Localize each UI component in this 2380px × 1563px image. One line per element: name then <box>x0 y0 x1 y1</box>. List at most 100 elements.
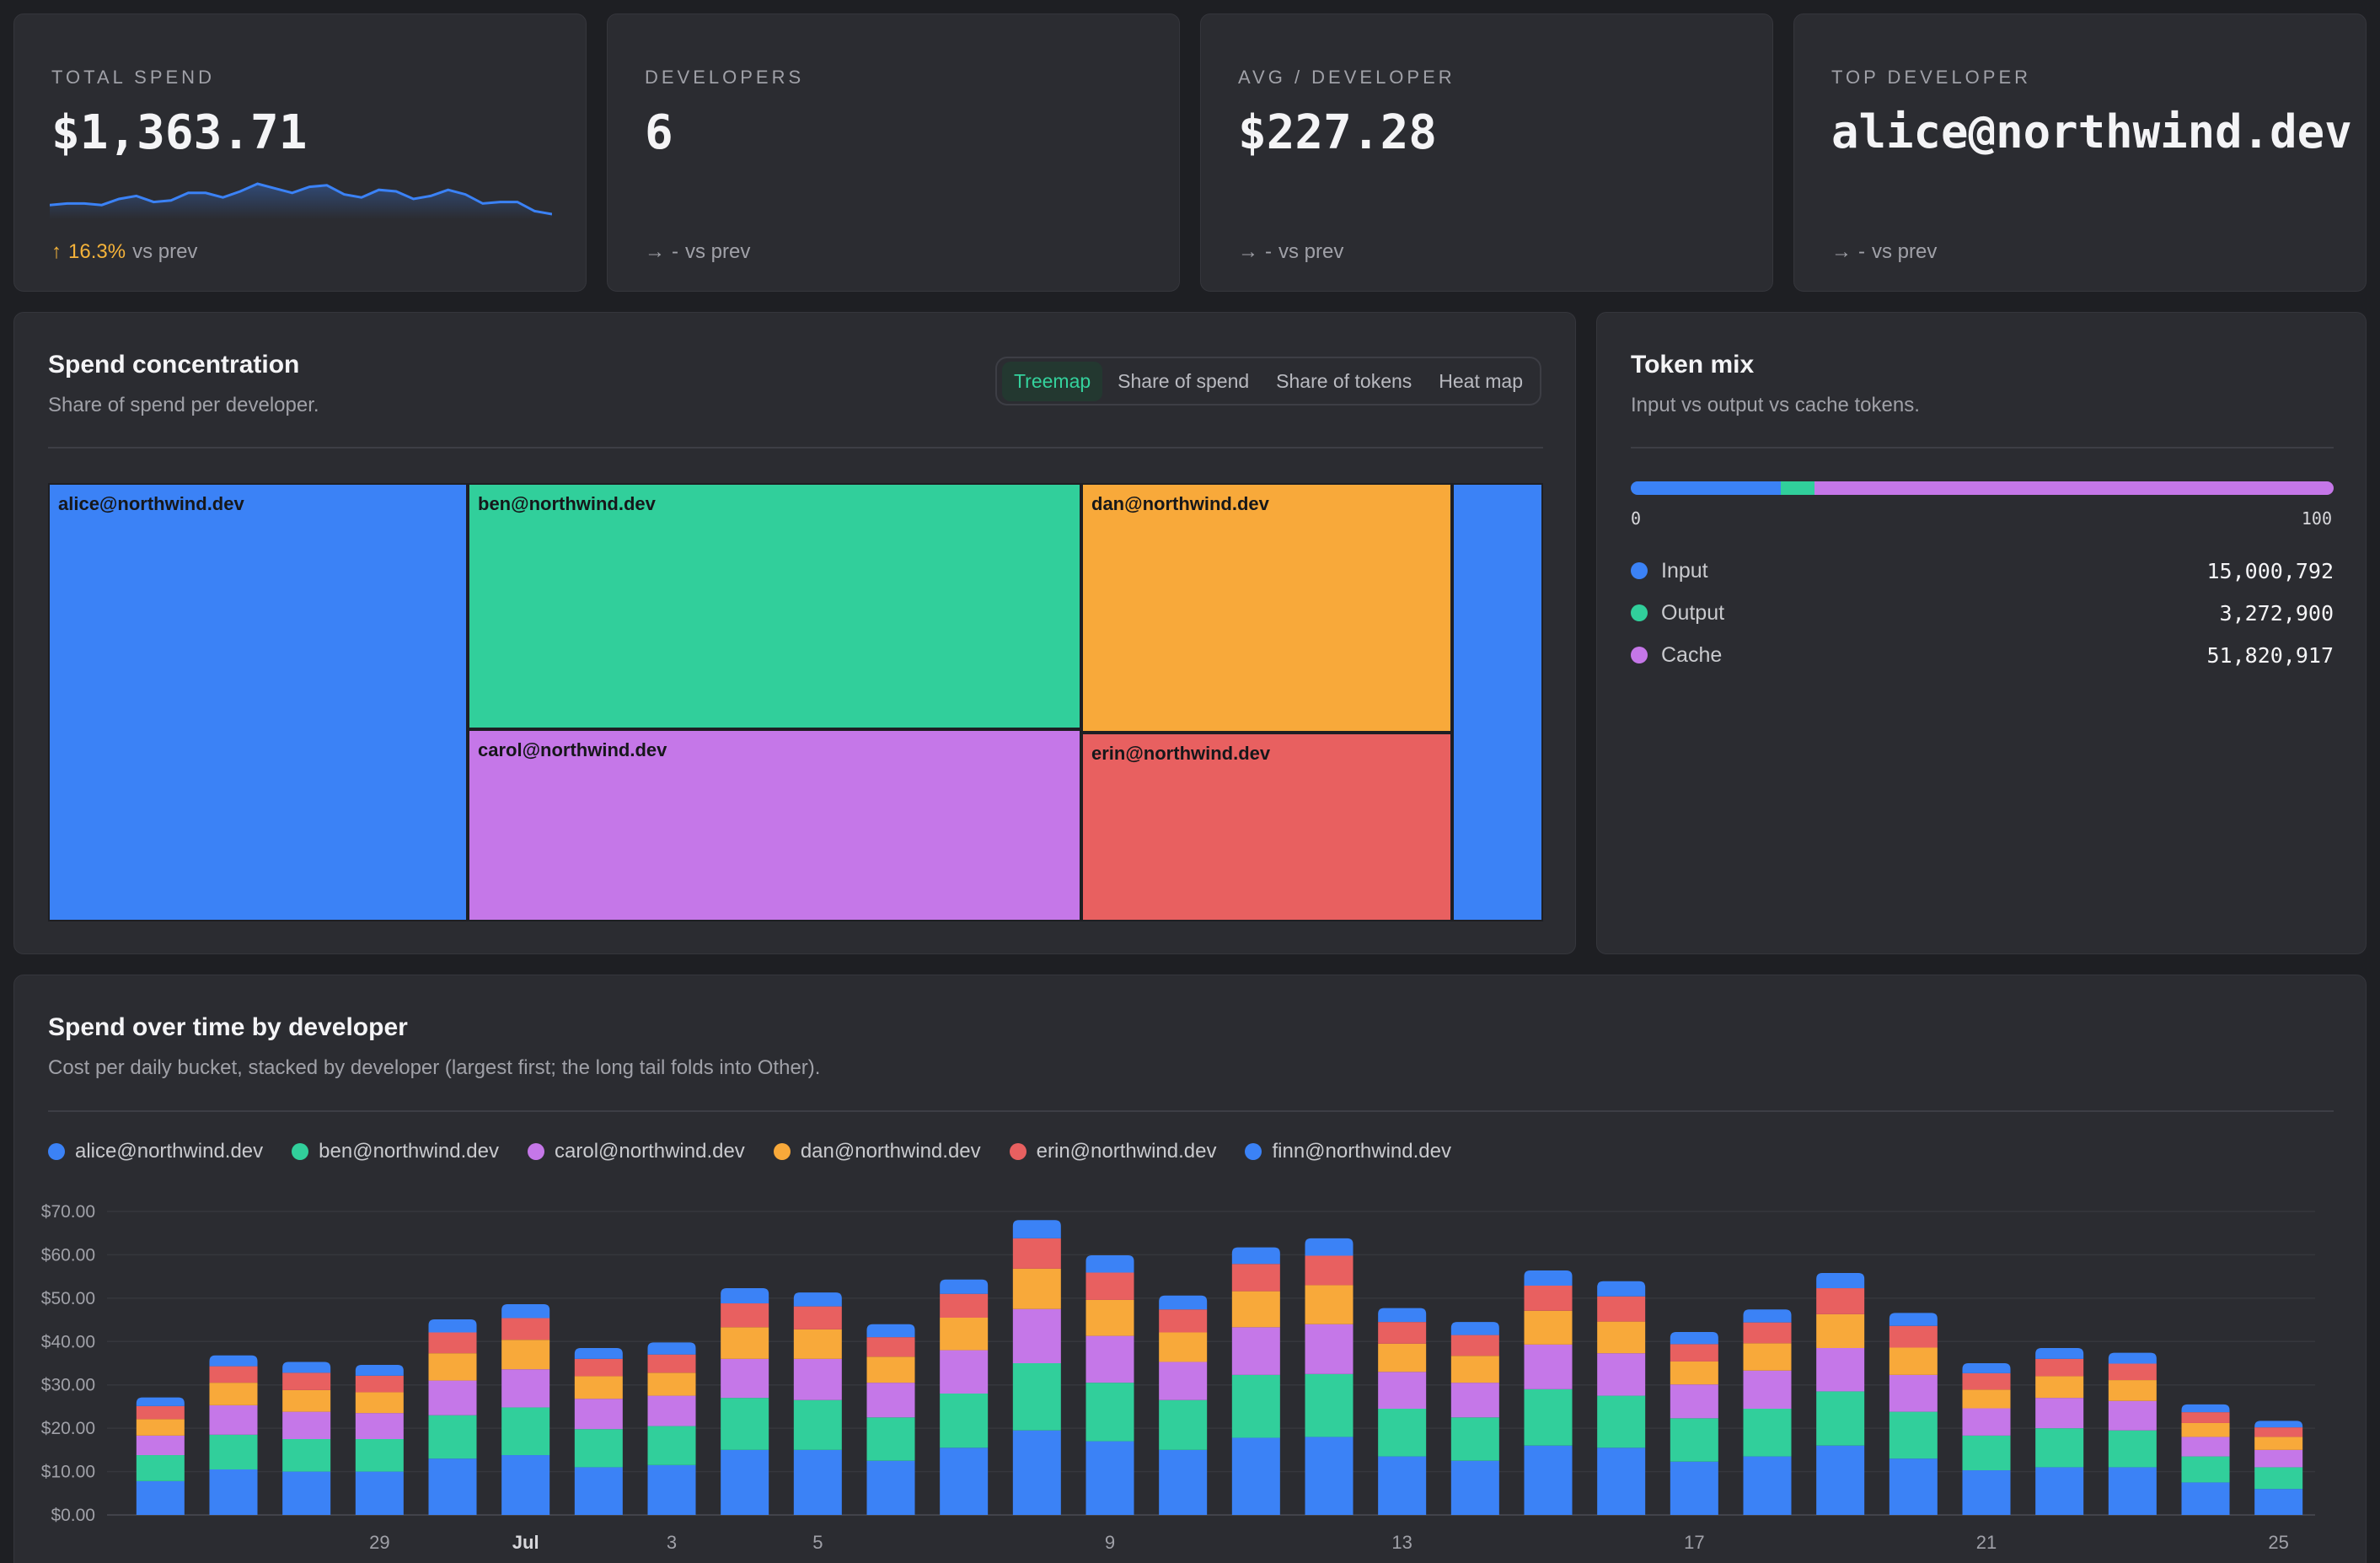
tab-share-of-spend[interactable]: Share of spend <box>1118 369 1250 392</box>
bar-stack[interactable] <box>1962 1363 2011 1515</box>
bar-stack[interactable] <box>2254 1421 2303 1515</box>
mix-label: Cache <box>1661 642 1723 667</box>
bar-segment <box>1231 1327 1280 1375</box>
tab-heat-map[interactable]: Heat map <box>1439 369 1523 392</box>
kpi-card-total-spend: TOTAL SPEND $1,363.71 ↑ 16.3% vs prev <box>13 13 587 292</box>
bar-segment <box>1597 1296 1646 1322</box>
token-mix-bar <box>1631 481 2334 495</box>
bar-stack[interactable] <box>1012 1220 1061 1515</box>
bar-stack[interactable] <box>1670 1331 1718 1515</box>
treemap-cell-carol[interactable]: carol@northwind.dev <box>468 729 1081 921</box>
bar-segment <box>1597 1281 1646 1297</box>
treemap-cell-ben[interactable]: ben@northwind.dev <box>468 483 1081 729</box>
bar-stack[interactable] <box>136 1397 185 1515</box>
bar-segment <box>282 1411 331 1439</box>
treemap-cell-dan[interactable]: dan@northwind.dev <box>1081 483 1452 733</box>
bar-segment <box>793 1292 842 1307</box>
treemap-label: ben@northwind.dev <box>478 493 656 514</box>
bar-stack[interactable] <box>721 1288 769 1515</box>
legend-item-ben[interactable]: ben@northwind.dev <box>292 1140 499 1163</box>
bar-segment <box>1231 1291 1280 1328</box>
x-tick-label: 25 <box>2268 1532 2288 1553</box>
bar-stack[interactable] <box>355 1365 404 1515</box>
bar-stack[interactable] <box>1305 1238 1353 1515</box>
y-tick-label: $40.00 <box>41 1332 95 1351</box>
legend-item-erin[interactable]: erin@northwind.dev <box>1009 1140 1217 1163</box>
legend-label: ben@northwind.dev <box>319 1140 499 1163</box>
bar-segment <box>1889 1374 1938 1412</box>
chart-legend: alice@northwind.dev ben@northwind.dev ca… <box>48 1140 1451 1163</box>
bar-segment <box>2108 1400 2157 1431</box>
bar-segment <box>428 1380 477 1415</box>
bar-segment <box>501 1340 550 1370</box>
bar-stack[interactable] <box>1231 1247 1280 1515</box>
bar-segment <box>2254 1449 2303 1468</box>
bar-stack[interactable] <box>1889 1313 1938 1515</box>
bar-stack[interactable] <box>501 1304 550 1515</box>
delta-suffix: vs prev <box>1278 240 1344 263</box>
bar-segment <box>721 1358 769 1399</box>
bar-stack[interactable] <box>647 1342 696 1515</box>
bar-segment <box>209 1366 258 1383</box>
bar-segment <box>1378 1409 1427 1457</box>
bar-stack[interactable] <box>1524 1270 1573 1515</box>
x-tick-label: 3 <box>667 1532 677 1553</box>
view-tabs: Treemap Share of spend Share of tokens H… <box>994 357 1541 406</box>
bar-segment <box>2181 1482 2230 1515</box>
divider <box>1631 447 2334 448</box>
treemap-cell-alice[interactable]: alice@northwind.dev <box>48 483 468 921</box>
bar-stack[interactable] <box>2181 1404 2230 1515</box>
bar-stack[interactable] <box>2035 1348 2084 1515</box>
mix-value: 15,000,792 <box>2206 558 2334 583</box>
bar-stack[interactable] <box>1743 1309 1792 1515</box>
bar-stack[interactable] <box>209 1355 258 1515</box>
bar-stack[interactable] <box>793 1292 842 1515</box>
bar-segment <box>1305 1285 1353 1324</box>
legend-label: finn@northwind.dev <box>1272 1140 1451 1163</box>
tab-share-of-tokens[interactable]: Share of tokens <box>1276 369 1412 392</box>
legend-label: erin@northwind.dev <box>1036 1140 1217 1163</box>
bar-segment <box>1085 1383 1134 1442</box>
legend-item-carol[interactable]: carol@northwind.dev <box>528 1140 745 1163</box>
bar-stack[interactable] <box>1450 1322 1499 1515</box>
bar-stack[interactable] <box>1378 1308 1427 1515</box>
legend-item-alice[interactable]: alice@northwind.dev <box>48 1140 263 1163</box>
bar-segment <box>209 1469 258 1515</box>
bar-segment <box>136 1455 185 1481</box>
treemap-label: carol@northwind.dev <box>478 739 667 760</box>
mix-row-output: Output 3,272,900 <box>1631 598 2334 628</box>
legend-item-dan[interactable]: dan@northwind.dev <box>773 1140 981 1163</box>
bar-segment <box>2035 1467 2084 1515</box>
bar-segment <box>647 1395 696 1426</box>
mix-label: Output <box>1661 600 1725 625</box>
bar-segment <box>1889 1411 1938 1459</box>
bar-segment <box>866 1337 915 1357</box>
legend-item-finn[interactable]: finn@northwind.dev <box>1245 1140 1451 1163</box>
bar-segment <box>1743 1370 1792 1409</box>
kpi-label: AVG / DEVELOPER <box>1238 67 1455 88</box>
bar-segment <box>940 1448 989 1515</box>
treemap-cell-finn[interactable] <box>1452 483 1543 921</box>
bar-segment <box>1378 1308 1427 1323</box>
bar-segment <box>1085 1335 1134 1383</box>
bar-segment <box>866 1356 915 1383</box>
bar-stack[interactable] <box>1159 1295 1208 1515</box>
treemap-cell-erin[interactable]: erin@northwind.dev <box>1081 733 1452 921</box>
bar-stack[interactable] <box>574 1348 623 1515</box>
bar-stack[interactable] <box>1816 1273 1865 1515</box>
bar-segment <box>1962 1389 2011 1409</box>
bar-stack[interactable] <box>282 1362 331 1515</box>
bar-segment <box>1012 1238 1061 1269</box>
bar-segment <box>866 1460 915 1515</box>
bar-stack[interactable] <box>940 1279 989 1515</box>
bar-stack[interactable] <box>1085 1254 1134 1515</box>
bar-segment <box>866 1324 915 1338</box>
scale-min: 0 <box>1631 508 1642 529</box>
bar-stack[interactable] <box>2108 1352 2157 1515</box>
bar-stack[interactable] <box>428 1319 477 1515</box>
bar-segment <box>1889 1313 1938 1326</box>
bar-segment <box>1305 1238 1353 1256</box>
bar-stack[interactable] <box>1597 1281 1646 1515</box>
tab-treemap[interactable]: Treemap <box>1001 361 1103 401</box>
bar-stack[interactable] <box>866 1324 915 1515</box>
